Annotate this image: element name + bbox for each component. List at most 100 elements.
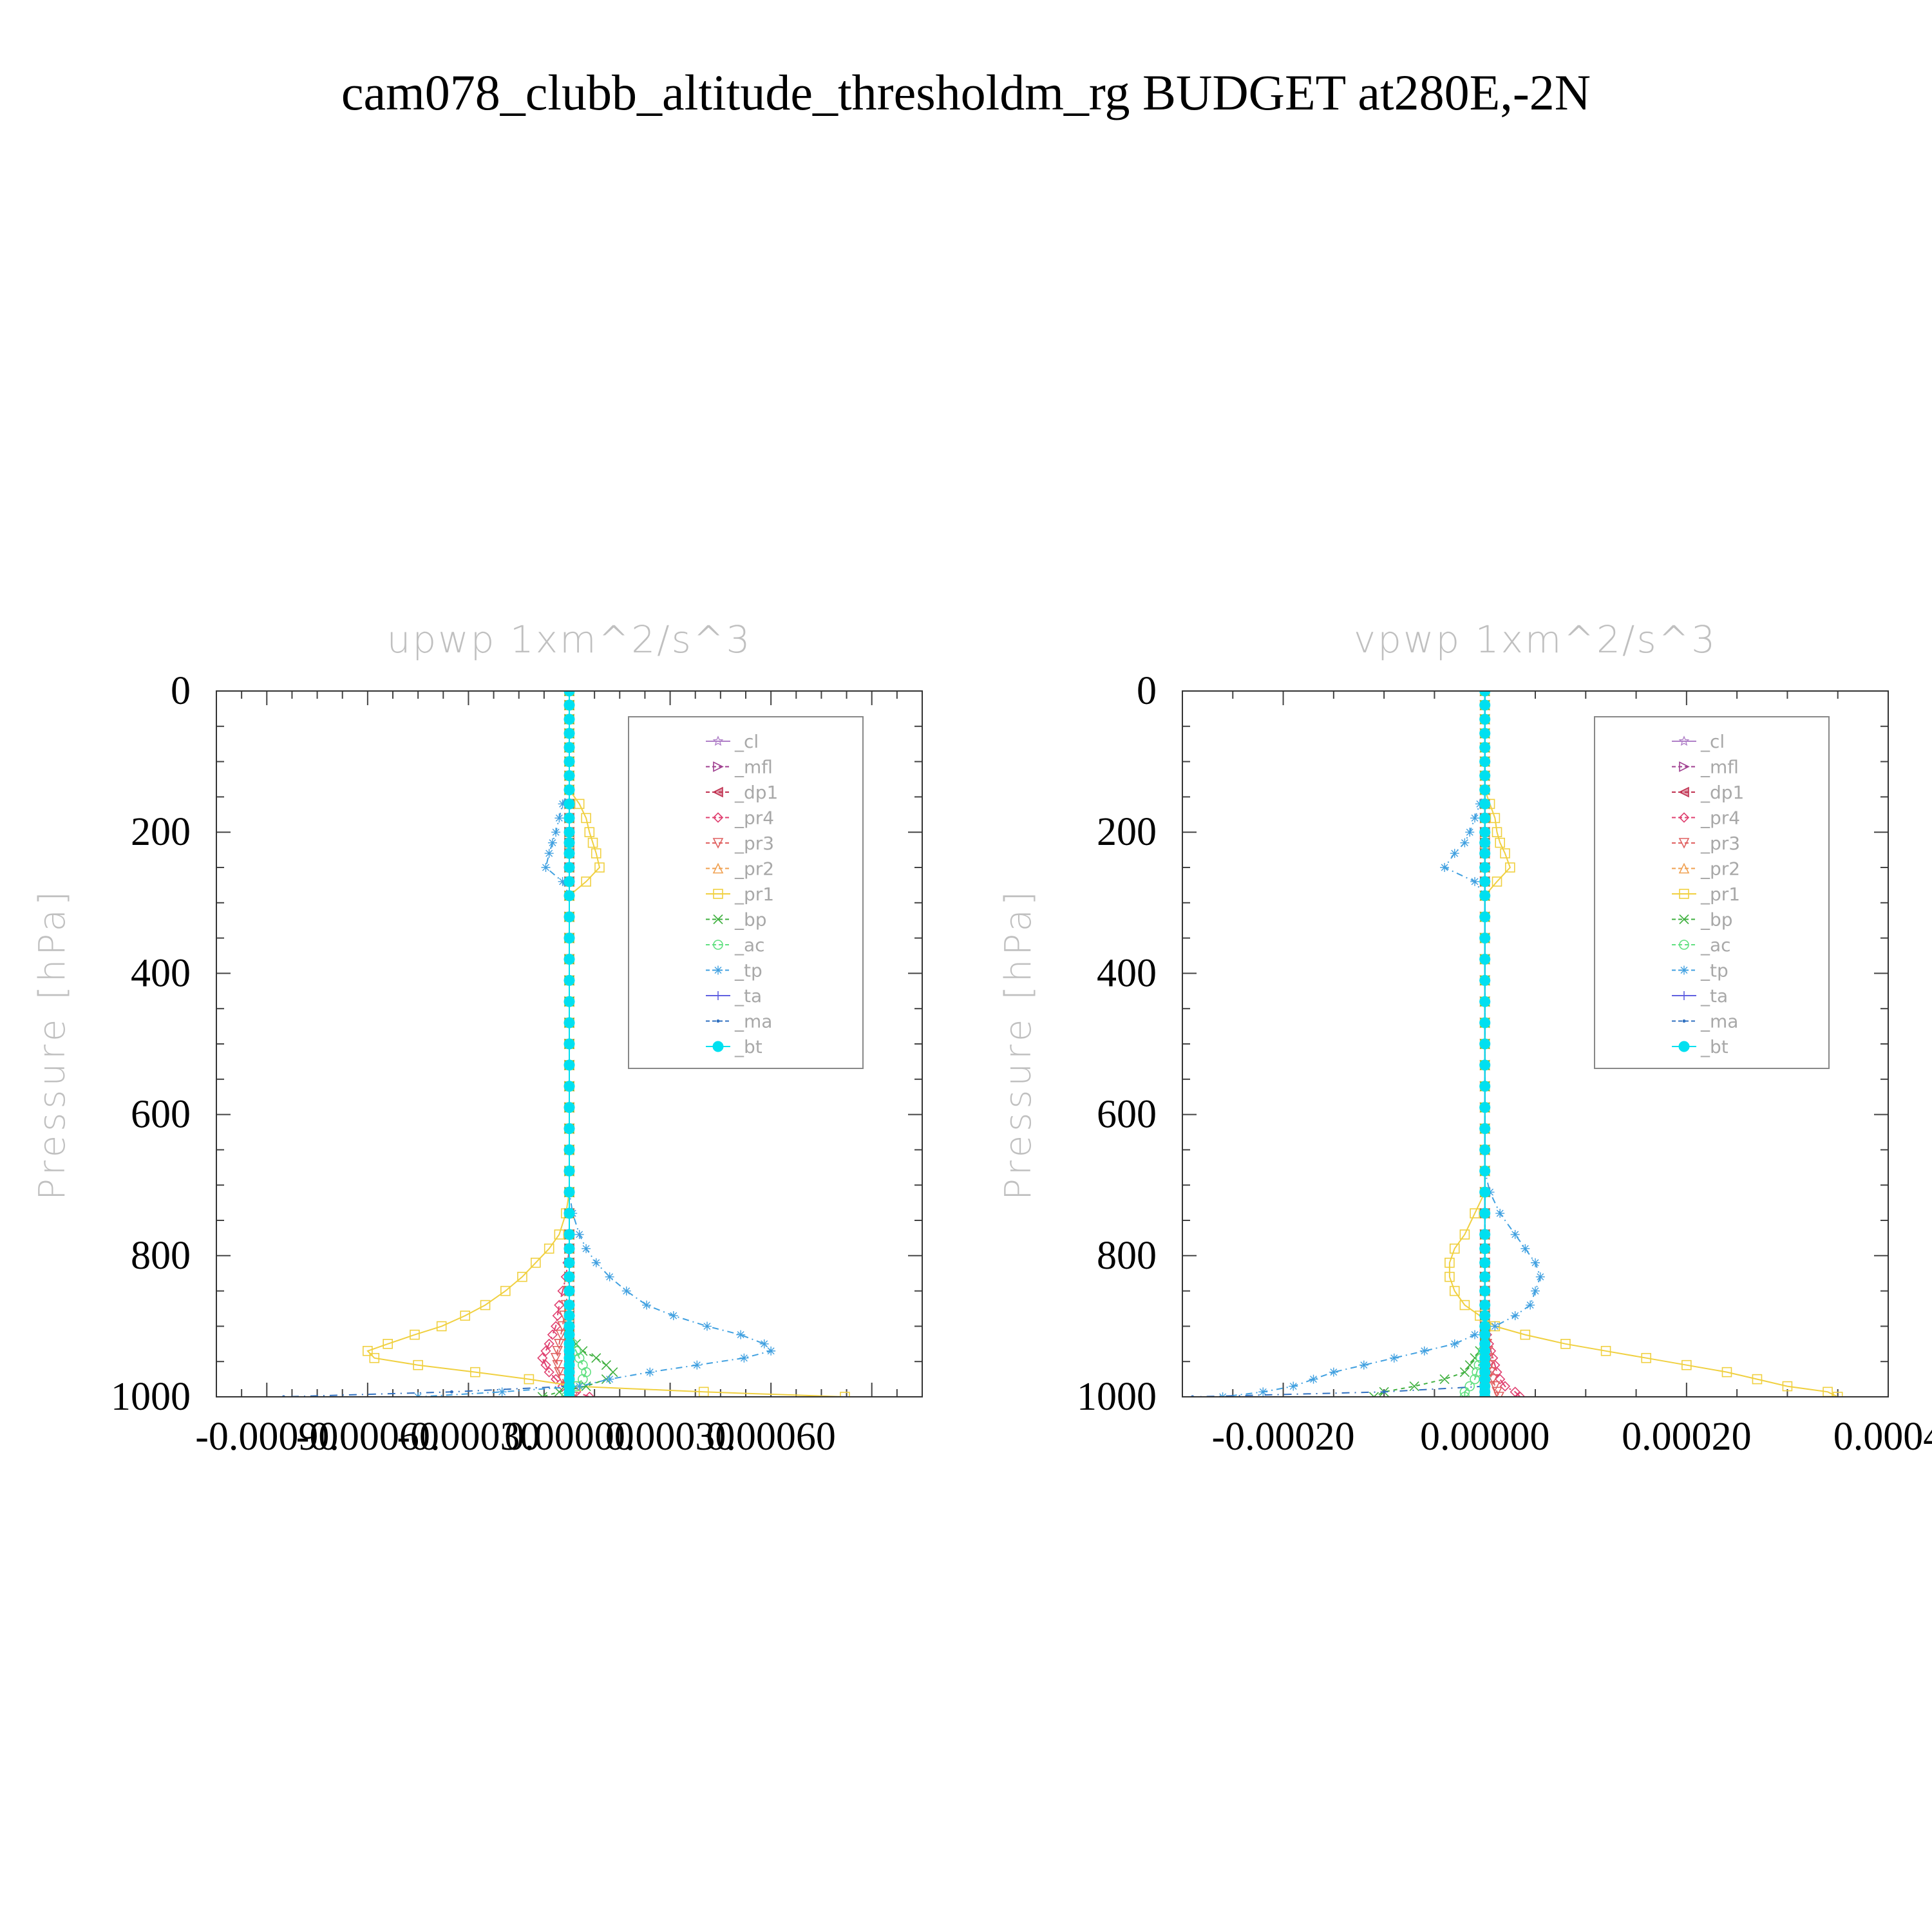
data-point [1289, 1381, 1298, 1391]
legend-label: _bt [734, 1036, 762, 1057]
legend-label: _tp [734, 960, 762, 981]
legend-item: _mfl [706, 757, 773, 778]
data-point [537, 1352, 548, 1363]
legend-label: _pr4 [1700, 808, 1740, 829]
data-point [541, 863, 551, 872]
legend-label: _cl [734, 731, 759, 752]
data-point [1479, 826, 1491, 838]
legend-item: _pr4 [706, 808, 774, 829]
data-point [1479, 699, 1491, 711]
legend-item: _cl [1672, 731, 1725, 752]
data-point [564, 1271, 575, 1283]
series-group [1191, 691, 1843, 1397]
legend-marker [716, 1019, 720, 1023]
data-point [564, 1059, 575, 1071]
legend-marker [714, 991, 723, 1000]
data-point [1464, 1360, 1475, 1370]
x-ticks: -0.00020 0.00000 0.00020 0.0004 [1211, 691, 1932, 1459]
data-point [1479, 784, 1491, 795]
data-point [1459, 1229, 1470, 1240]
data-point [1409, 1381, 1419, 1392]
legend-marker [713, 889, 723, 899]
data-point [564, 1257, 575, 1269]
data-point [480, 1300, 491, 1311]
legend-label: _mfl [1700, 757, 1739, 778]
figure-title: cam078_clubb_altitude_thresholdm_rg BUDG… [341, 64, 1591, 120]
x-tick-label: 0.00030 [605, 1415, 735, 1459]
legend-label: _pr4 [734, 808, 774, 829]
data-point [554, 1300, 565, 1311]
data-point [1479, 911, 1491, 923]
y-tick-label: 800 [131, 1234, 191, 1278]
data-point [552, 1310, 563, 1321]
legend-marker [1678, 735, 1690, 746]
data-point [564, 1229, 575, 1240]
data-point [766, 1346, 776, 1356]
legend-label: _bp [734, 909, 767, 931]
legend: _cl _mfl _dp1 _pr4 _pr3 _pr2 _pr1 _bp _ac _tp _ta _… [1594, 716, 1830, 1069]
data-point [410, 1329, 420, 1340]
legend-marker [712, 812, 724, 823]
data-point [564, 1300, 575, 1311]
data-point [1470, 1208, 1480, 1218]
data-point [1479, 798, 1491, 810]
data-point [587, 837, 598, 848]
data-point [1535, 1272, 1545, 1282]
legend-marker [1679, 940, 1689, 950]
legend-label: _dp1 [734, 782, 778, 803]
y-tick-label: 600 [1097, 1093, 1157, 1137]
data-point [540, 1345, 551, 1356]
data-point [555, 1329, 567, 1341]
legend-label: _tp [1700, 960, 1728, 981]
data-point [1479, 691, 1491, 697]
data-point [1479, 812, 1491, 824]
data-point [578, 1374, 588, 1385]
data-point [1479, 933, 1491, 944]
data-point [564, 1038, 575, 1050]
data-point [369, 1352, 380, 1363]
data-point [413, 1359, 423, 1370]
y-axis-label: Pressure [hPa] [32, 887, 73, 1200]
x-tick-label: -0.00060 [296, 1415, 439, 1459]
data-point [540, 1359, 551, 1370]
legend-label: _ma [734, 1011, 772, 1032]
data-point [363, 1345, 373, 1356]
data-point [564, 996, 575, 1007]
data-point [1510, 1311, 1520, 1320]
data-point [564, 826, 575, 838]
data-point [1500, 848, 1510, 858]
legend-box [628, 716, 864, 1069]
data-point [564, 1329, 575, 1341]
data-point [1479, 953, 1491, 965]
data-point [840, 1392, 850, 1397]
data-point [497, 1387, 507, 1397]
data-point [1479, 890, 1491, 902]
data-point [564, 1144, 575, 1155]
y-tick-label: 0 [1137, 669, 1157, 713]
data-point [1449, 1244, 1460, 1254]
data-point [564, 742, 575, 753]
legend-item: _cl [706, 731, 759, 752]
y-tick-label: 800 [1097, 1234, 1157, 1278]
data-point [1479, 1229, 1491, 1240]
legend-label: _ma [1700, 1011, 1738, 1032]
legend-item: _ta [706, 985, 762, 1007]
legend-item: _pr1 [706, 884, 774, 905]
data-point [692, 1360, 702, 1370]
x-tick-label: -0.00090 [195, 1415, 338, 1459]
legend-marker [1682, 1019, 1686, 1023]
legend-item: _ma [1672, 1011, 1738, 1032]
y-tick-label: 600 [131, 1093, 191, 1137]
data-point [582, 1244, 591, 1253]
data-point [1479, 1310, 1491, 1321]
data-point [574, 799, 585, 810]
data-point [668, 1311, 678, 1320]
plot-frame [1182, 690, 1889, 1397]
legend-label: _mfl [734, 757, 773, 778]
data-point [1479, 1208, 1491, 1219]
data-point [1479, 848, 1491, 859]
data-point [1495, 837, 1505, 848]
data-point [1505, 862, 1515, 873]
data-point [544, 849, 554, 858]
legend: _cl _mfl _dp1 _pr4 _pr3 _pr2 _pr1 _bp _ac _tp _ta _… [628, 716, 864, 1069]
